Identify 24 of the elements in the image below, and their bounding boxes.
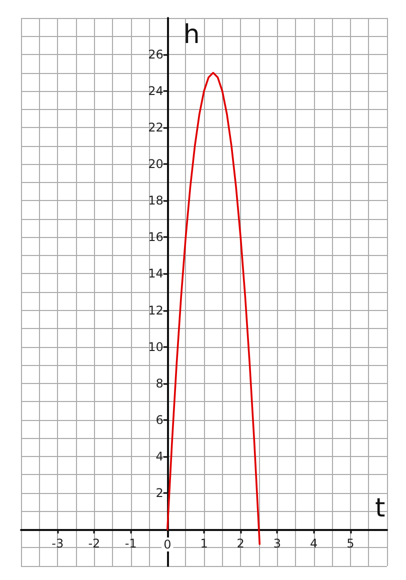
y-tick-label: 8 (156, 376, 164, 390)
y-tick-label: 6 (156, 412, 164, 427)
y-tick-label: 26 (148, 48, 164, 62)
x-tick-label: 5 (346, 536, 354, 550)
x-tick-label: 1 (200, 536, 208, 550)
y-tick-label: 22 (148, 120, 164, 135)
y-tick-label: 16 (148, 230, 164, 244)
x-tick-label: -3 (52, 536, 64, 550)
x-axis-title: t (375, 493, 386, 524)
y-axis-title: h (183, 20, 200, 50)
y-tick-label: 4 (156, 449, 164, 464)
y-tick-label: 20 (148, 157, 164, 172)
y-tick-label: 14 (148, 266, 164, 281)
y-tick-label: 2 (156, 486, 164, 500)
y-tick-label: 24 (148, 84, 164, 98)
x-tick-label: 2 (236, 536, 244, 550)
y-tick-label: 18 (148, 194, 164, 208)
y-tick-label: 10 (148, 340, 164, 354)
x-tick-label: -1 (124, 536, 137, 550)
y-tick-label: 12 (148, 303, 164, 318)
x-tick-label: 0 (164, 537, 172, 552)
x-tick-label: 3 (273, 536, 282, 550)
x-tick-label: 4 (310, 536, 318, 550)
x-tick-label: -2 (88, 536, 100, 550)
